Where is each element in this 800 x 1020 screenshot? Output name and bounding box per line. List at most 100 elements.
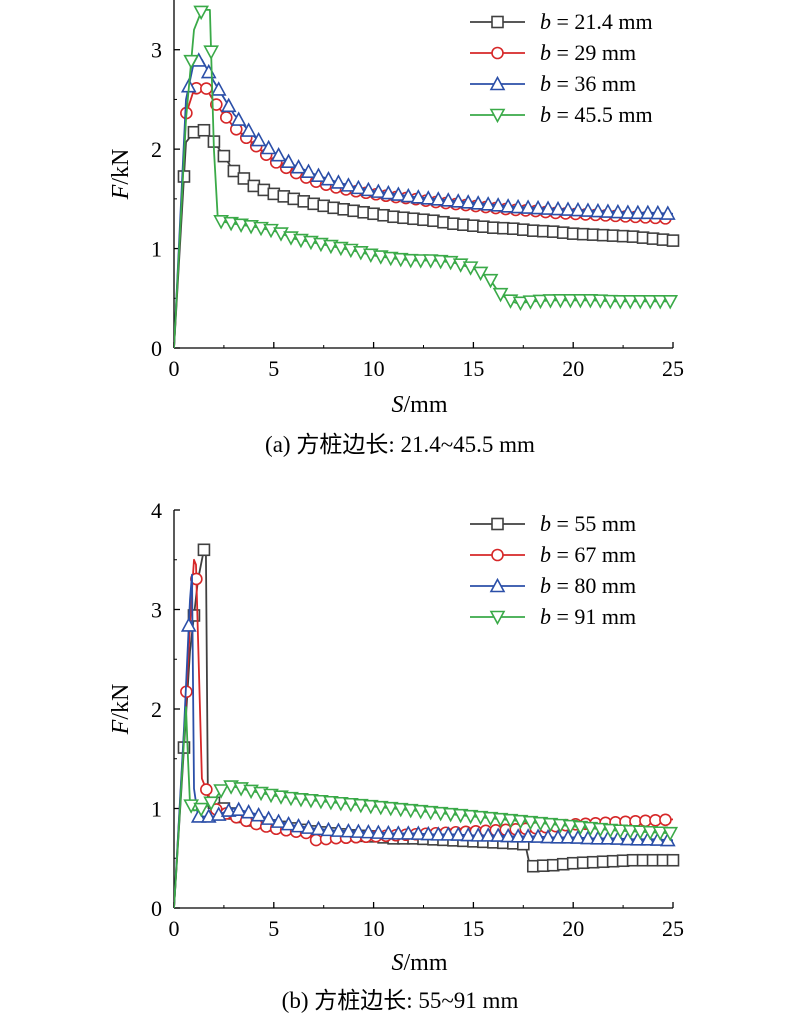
data-point: [390, 825, 407, 840]
data-point: [540, 200, 556, 215]
data-point: [203, 45, 219, 60]
data-point: [320, 170, 337, 186]
y-tick-label: 0: [151, 896, 162, 921]
data-point: [250, 131, 267, 147]
data-point: [283, 791, 299, 807]
data-point: [422, 254, 439, 269]
legend-marker: [491, 517, 504, 531]
data-point: [666, 853, 680, 867]
legend-marker: [489, 610, 506, 626]
data-point: [230, 801, 247, 816]
data-point: [580, 202, 596, 217]
data-point: [392, 252, 409, 268]
legend-item: b = 45.5 mm: [470, 102, 653, 127]
data-point: [290, 159, 307, 174]
data-point: [540, 828, 556, 844]
data-point: [552, 818, 569, 834]
data-point: [560, 201, 576, 216]
data-point: [582, 293, 599, 309]
y-axis-label: F/kN: [108, 684, 134, 736]
legend-marker: [489, 75, 506, 91]
chart-caption: (b) 方桩边长: 55~91 mm: [282, 988, 519, 1013]
data-point: [592, 294, 609, 309]
x-tick-label: 25: [662, 916, 684, 941]
data-point: [280, 815, 297, 831]
data-point: [193, 802, 209, 818]
y-tick-label: 2: [151, 697, 162, 722]
data-point: [512, 814, 529, 830]
data-point: [270, 147, 287, 162]
data-point: [659, 813, 672, 827]
data-point: [652, 294, 669, 310]
legend-item: b = 29 mm: [470, 40, 636, 65]
data-point: [360, 181, 377, 197]
data-point: [492, 812, 509, 828]
data-point: [562, 293, 579, 309]
data-point: [560, 829, 576, 844]
data-point: [662, 826, 679, 842]
data-point: [462, 809, 479, 825]
legend-item: b = 36 mm: [470, 71, 636, 96]
data-point: [219, 111, 233, 124]
data-point: [217, 149, 231, 163]
data-point: [380, 184, 397, 200]
data-point: [570, 201, 586, 217]
data-point: [640, 204, 656, 220]
legend-marker: [491, 46, 504, 60]
data-point: [350, 823, 367, 838]
data-point: [552, 293, 569, 309]
data-point: [323, 795, 339, 811]
x-tick-label: 5: [268, 916, 279, 941]
data-point: [240, 122, 257, 137]
legend-marker: [489, 108, 506, 124]
data-point: [572, 293, 589, 309]
chart-caption: (a) 方桩边长: 21.4~45.5 mm: [265, 432, 535, 457]
data-point: [300, 819, 317, 834]
legend-item: b = 91 mm: [470, 604, 636, 629]
legend-item: b = 67 mm: [470, 542, 636, 567]
data-point: [263, 788, 279, 804]
data-point: [410, 189, 427, 204]
data-point: [390, 186, 407, 201]
data-point: [630, 831, 646, 846]
data-point: [320, 821, 337, 837]
series-square: [174, 543, 680, 908]
data-point: [480, 827, 497, 842]
data-point: [580, 829, 596, 845]
data-point: [500, 198, 516, 213]
y-axis-label: F/kN: [108, 149, 134, 201]
data-point: [470, 827, 487, 842]
data-point: [512, 296, 529, 312]
data-point: [333, 796, 349, 812]
legend-marker: [491, 548, 504, 562]
data-point: [482, 811, 499, 827]
data-point: [340, 822, 357, 838]
data-point: [260, 810, 277, 825]
data-point: [450, 826, 467, 841]
data-point: [430, 191, 447, 206]
chart-1: 0 5 10 15 20 25 0 1 2 3 S/mm F/kN (a) 方桩边长: 21.4~45.…: [108, 0, 684, 457]
x-axis-label: S/mm: [391, 950, 447, 976]
data-point: [532, 816, 549, 832]
x-tick-label: 20: [562, 356, 584, 381]
data-point: [372, 800, 389, 816]
data-point: [460, 826, 477, 842]
data-point: [480, 196, 497, 211]
legend-label: b = 21.4 mm: [540, 9, 653, 34]
data-point: [227, 164, 241, 178]
data-point: [310, 167, 327, 182]
data-point: [550, 200, 566, 216]
data-point: [622, 824, 639, 840]
data-point: [572, 820, 589, 836]
data-point: [260, 139, 277, 155]
legend-label: b = 91 mm: [540, 604, 636, 629]
data-point: [430, 826, 447, 841]
data-point: [542, 294, 559, 309]
x-tick-label: 5: [268, 356, 279, 381]
data-point: [452, 808, 469, 824]
data-point: [482, 273, 499, 289]
chart-2: 0 5 10 15 20 25 0 1 2 3 4 S/mm F/kN (b) 方桩边长: 55~91 m…: [108, 498, 684, 1013]
data-point: [402, 253, 419, 269]
data-point: [600, 203, 616, 218]
